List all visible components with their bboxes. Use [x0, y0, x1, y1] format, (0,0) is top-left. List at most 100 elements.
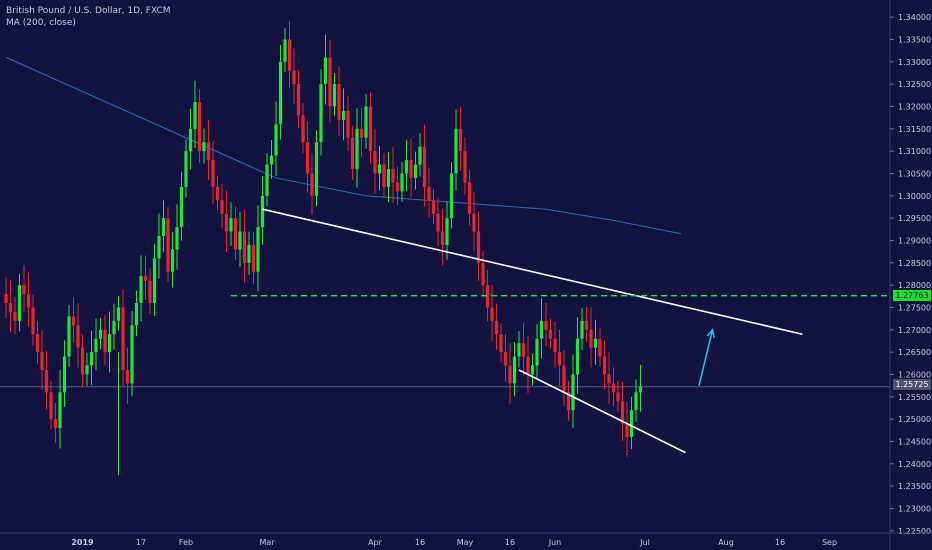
- candle-body: [490, 307, 494, 321]
- price-axis[interactable]: 1.34000 1.33500 1.33000 1.32500 1.32000 1.315…: [889, 0, 931, 550]
- candle-body: [629, 410, 634, 437]
- candle-body: [103, 329, 107, 353]
- y-tick-label: 1.34000: [898, 13, 931, 22]
- candle-body: [382, 164, 386, 187]
- time-axis[interactable]: 2019 17 Feb Mar Apr 16 May 16 Jun Jul Aug 16 Sep: [0, 532, 932, 547]
- y-tick-label: 1.25000: [898, 415, 931, 424]
- candle-body: [413, 164, 418, 178]
- candle-body: [148, 280, 152, 303]
- candle-body: [449, 173, 454, 219]
- candle-body: [625, 423, 629, 437]
- candle-body: [157, 236, 161, 259]
- candle-body: [260, 195, 265, 228]
- candle-body: [143, 276, 148, 281]
- y-tick-label: 1.31500: [898, 125, 931, 134]
- candle-body: [368, 106, 373, 152]
- current-price-tag: 1.25725: [893, 379, 931, 390]
- candle-body: [400, 173, 404, 192]
- candle-body: [71, 316, 76, 326]
- candle-body: [499, 334, 503, 353]
- candle-body: [238, 231, 242, 250]
- candle-body: [521, 343, 526, 357]
- candle-body: [503, 352, 508, 366]
- candle-body: [116, 307, 121, 321]
- y-tick-label: 1.28500: [898, 259, 931, 268]
- candle-body: [436, 213, 440, 232]
- candle-body: [197, 102, 202, 152]
- candle-body: [242, 231, 247, 263]
- candle-body: [328, 57, 332, 107]
- candle-body: [188, 128, 193, 152]
- y-tick-label: 1.24500: [898, 437, 931, 446]
- candle-body: [107, 334, 112, 353]
- projection-arrow: [698, 329, 714, 386]
- candle-body: [472, 213, 476, 232]
- candle-body: [454, 128, 458, 174]
- candle-body: [391, 169, 395, 183]
- y-tick-label: 1.26000: [898, 370, 931, 379]
- candle-body: [4, 294, 8, 303]
- candle-body: [364, 106, 368, 138]
- candle-body: [494, 320, 499, 335]
- candle-body: [638, 386, 643, 393]
- candle-body: [553, 338, 557, 353]
- y-tick-label: 1.25500: [898, 393, 931, 402]
- candle-body: [13, 311, 17, 321]
- x-tick-label: 16: [505, 538, 515, 547]
- candle-body: [26, 294, 31, 308]
- candle-body: [85, 365, 89, 375]
- candle-body: [517, 343, 521, 357]
- x-tick-label: 17: [136, 538, 146, 547]
- chart-title: British Pound / U.S. Dollar, 1D, FXCM: [6, 6, 171, 16]
- candle-body: [76, 325, 80, 348]
- candle-body: [634, 392, 638, 411]
- candle-body: [395, 182, 400, 192]
- candle-body: [535, 338, 539, 366]
- candle-body: [355, 128, 359, 170]
- candle-body: [40, 352, 44, 370]
- candle-body: [341, 110, 346, 120]
- candle-body: [427, 186, 431, 201]
- candle-body: [193, 102, 197, 129]
- y-tick-label: 1.30000: [898, 192, 931, 201]
- candle-body: [49, 392, 53, 420]
- x-tick-label: Apr: [368, 538, 383, 547]
- candle-body: [526, 356, 530, 375]
- y-tick-label: 1.32000: [898, 102, 931, 111]
- candle-body: [301, 115, 305, 143]
- candle-body: [80, 347, 85, 375]
- candle-body: [440, 231, 445, 245]
- candle-body: [22, 285, 26, 295]
- upper-trendline: [262, 208, 803, 336]
- y-tick-label: 1.24000: [898, 460, 931, 469]
- y-tick-label: 1.27500: [898, 303, 931, 312]
- x-tick-label: May: [457, 538, 474, 547]
- candle-body: [53, 419, 58, 429]
- candle-body: [463, 151, 467, 183]
- candle-body: [274, 124, 278, 156]
- candle-body: [89, 352, 94, 366]
- candle-body: [202, 142, 206, 152]
- ma200-line: [5, 56, 682, 235]
- candle-body: [589, 329, 593, 348]
- x-tick-label: 16: [415, 538, 425, 547]
- candle-body: [404, 160, 409, 174]
- candle-body: [94, 338, 98, 353]
- candle-body: [481, 262, 485, 286]
- candle-body: [548, 329, 553, 339]
- candle-body: [265, 164, 269, 196]
- candle-body: [220, 200, 224, 214]
- candle-body: [544, 320, 548, 330]
- y-tick-label: 1.33500: [898, 35, 931, 44]
- candle-body: [445, 218, 449, 245]
- candle-body: [130, 325, 134, 384]
- candle-body: [409, 160, 413, 178]
- candle-body: [418, 146, 422, 165]
- candle-body: [611, 383, 616, 393]
- candle-body: [314, 142, 319, 196]
- candle-body: [575, 338, 580, 375]
- candle-body: [562, 365, 566, 393]
- candle-body: [211, 160, 215, 187]
- y-tick-label: 1.33000: [898, 58, 931, 67]
